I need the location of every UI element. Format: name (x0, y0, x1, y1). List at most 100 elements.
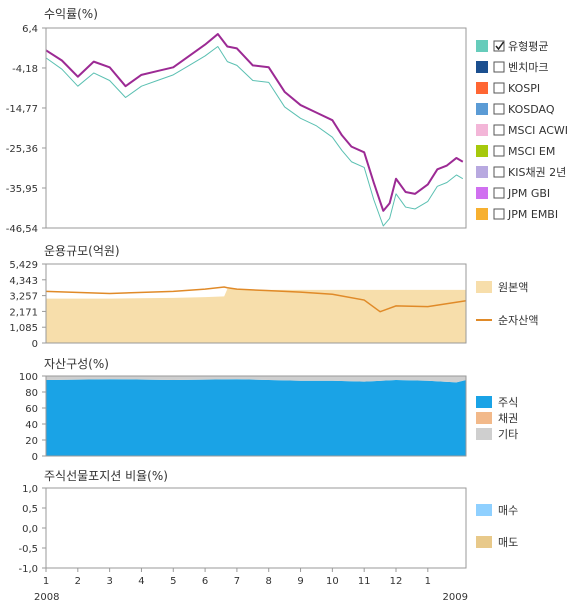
legend-swatch (476, 412, 492, 424)
y-tick-label: 1,085 (9, 323, 38, 334)
panel-title: 수익률(%) (44, 7, 98, 21)
legend-checkbox[interactable] (493, 187, 505, 199)
year-label-start: 2008 (34, 592, 59, 603)
legend-checkbox[interactable] (493, 208, 505, 220)
composition-area-0 (46, 379, 466, 456)
legend-checkbox[interactable] (493, 166, 505, 178)
legend-label: 벤치마크 (508, 61, 548, 74)
y-tick-label: 40 (25, 420, 38, 431)
y-tick-label: -4,18 (12, 64, 38, 75)
legend-label: 매수 (498, 504, 518, 517)
legend-label: 주식 (498, 396, 518, 409)
x-tick-label: 1 (43, 576, 49, 587)
y-tick-label: 3,257 (9, 292, 38, 303)
y-tick-label: 0 (32, 339, 38, 350)
y-tick-label: 80 (25, 388, 38, 399)
legend-label: 채권 (498, 412, 518, 425)
legend-swatch (476, 82, 488, 94)
y-tick-label: 20 (25, 436, 38, 447)
legend-checkbox[interactable] (493, 145, 505, 157)
legend-label: KIS채권 2년 (508, 166, 566, 179)
legend-label: 순자산액 (498, 314, 538, 327)
x-tick-label: 12 (390, 576, 403, 587)
legend-swatch (476, 145, 488, 157)
x-tick-label: 8 (266, 576, 272, 587)
legend-checkbox[interactable] (493, 40, 505, 52)
checkmark-icon (495, 41, 505, 51)
y-tick-label: -14,77 (6, 104, 38, 115)
panel-title: 운용규모(억원) (44, 244, 120, 258)
legend-label: MSCI EM (508, 145, 555, 158)
panel-futures: 주식선물포지션 비율(%) 1,0 0,5 0,0 -0,5 -1,0 (18, 469, 467, 575)
y-tick-label: -1,0 (18, 564, 38, 575)
panel-returns: 수익률(%) 6,4 -4,18 -14,77 -25,36 -35,95 -46,54 (6, 7, 467, 235)
y-tick-label: 60 (25, 404, 38, 415)
x-tick-label: 5 (170, 576, 176, 587)
year-label-end: 2009 (443, 592, 468, 603)
legend-swatch (476, 166, 488, 178)
legend-swatch (476, 281, 492, 293)
plot-frame (45, 27, 467, 229)
legend-swatch (476, 536, 492, 548)
panel-title: 주식선물포지션 비율(%) (44, 469, 168, 483)
panel-aum: 운용규모(억원) 5,429 4,343 3,257 2,171 1,085 0 (9, 244, 467, 350)
legend-label: KOSDAQ (508, 103, 555, 116)
principal-area (46, 288, 466, 343)
x-tick-label: 1 (425, 576, 431, 587)
x-tick-label: 7 (234, 576, 240, 587)
x-tick-label: 3 (106, 576, 112, 587)
legend-swatch (476, 208, 488, 220)
legend-label: MSCI ACWI (508, 124, 568, 137)
composition-area-2 (46, 376, 466, 383)
y-tick-label: -35,95 (6, 184, 38, 195)
legend-checkbox[interactable] (493, 103, 505, 115)
y-tick-label: 100 (19, 372, 38, 383)
legend-checkbox[interactable] (493, 82, 505, 94)
x-tick-label: 11 (358, 576, 371, 587)
legend-label: JPM GBI (507, 187, 550, 200)
y-tick-label: 0,5 (22, 504, 38, 515)
legend-label: 원본액 (498, 281, 528, 294)
y-tick-label: 0,0 (22, 524, 38, 535)
x-tick-label: 9 (297, 576, 303, 587)
y-tick-label: -46,54 (6, 224, 38, 235)
legend-label: 기타 (498, 428, 518, 441)
panel-composition: 자산구성(%) 100 80 60 40 20 0 (19, 357, 467, 463)
legend-swatch (476, 504, 492, 516)
legend-swatch (476, 187, 488, 199)
x-tick-label: 2 (75, 576, 81, 587)
legend-label: KOSPI (508, 82, 540, 95)
legend-swatch (476, 124, 488, 136)
legend-swatch (476, 103, 488, 115)
net-assets-line (45, 286, 467, 313)
x-tick-label: 10 (326, 576, 339, 587)
legend-checkbox[interactable] (493, 124, 505, 136)
legend-swatch (476, 61, 488, 73)
y-tick-label: 6,4 (22, 24, 38, 35)
legend-swatch (476, 396, 492, 408)
y-tick-label: 5,429 (9, 260, 38, 271)
plot-frame (45, 375, 467, 457)
legend-label: JPM EMBI (507, 208, 558, 221)
legend-label: 유형평균 (508, 40, 548, 53)
legend-swatch (476, 428, 492, 440)
y-tick-label: 4,343 (9, 276, 38, 287)
y-tick-label: -0,5 (18, 544, 38, 555)
series-line-1 (45, 46, 464, 227)
legend-label: 매도 (498, 536, 518, 549)
x-tick-label: 6 (202, 576, 208, 587)
y-tick-label: 1,0 (22, 484, 38, 495)
legend-checkbox[interactable] (493, 61, 505, 73)
y-tick-label: -25,36 (6, 144, 38, 155)
legend-swatch (476, 40, 488, 52)
x-tick-label: 4 (138, 576, 144, 587)
plot-frame (45, 263, 467, 344)
series-line-0 (45, 33, 464, 212)
y-tick-label: 2,171 (9, 307, 38, 318)
